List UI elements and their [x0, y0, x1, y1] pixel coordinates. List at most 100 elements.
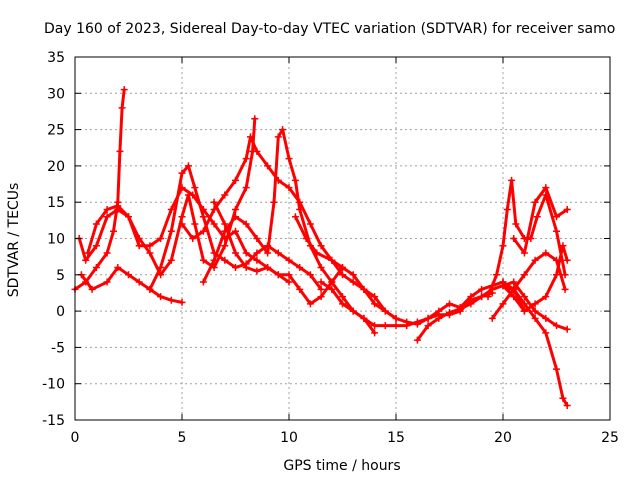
data-point-marker [563, 256, 571, 264]
data-point-marker [531, 300, 539, 308]
data-point-marker [553, 271, 560, 279]
data-point-marker [510, 235, 518, 242]
data-point-marker [103, 205, 111, 213]
data-point-marker [251, 115, 259, 123]
data-point-marker [563, 205, 571, 213]
data-point-marker [317, 264, 325, 272]
data-point-marker [146, 285, 154, 293]
data-point-marker [110, 227, 118, 235]
data-point-marker [381, 307, 389, 315]
data-point-marker [317, 293, 325, 301]
data-point-marker [296, 285, 304, 293]
series-trace-sat-g [201, 128, 377, 335]
data-point-marker [392, 314, 400, 322]
x-tick-label: 10 [280, 430, 298, 446]
data-point-marker [221, 242, 229, 250]
data-point-marker [542, 184, 550, 192]
series-trace-sat-m [490, 251, 567, 320]
data-point-marker [381, 322, 389, 330]
data-point-marker [135, 278, 143, 286]
data-point-marker [553, 227, 560, 235]
data-point-marker [561, 285, 569, 293]
data-point-marker [242, 264, 250, 272]
data-point-marker [189, 235, 197, 242]
data-point-marker [135, 242, 143, 250]
data-point-marker [520, 307, 528, 315]
data-point-marker [559, 242, 567, 250]
data-point-marker [542, 293, 550, 301]
data-point-marker [246, 133, 254, 141]
data-point-marker [189, 191, 197, 199]
data-point-marker [221, 256, 229, 264]
data-point-marker [339, 300, 346, 308]
data-point-marker [285, 278, 293, 286]
data-point-marker [306, 220, 314, 228]
data-point-marker [520, 249, 528, 257]
data-point-marker [120, 86, 128, 94]
y-tick-label: 5 [56, 268, 65, 284]
data-point-marker [520, 271, 528, 279]
data-point-marker [184, 162, 192, 170]
data-point-marker [264, 162, 272, 170]
data-point-marker [191, 220, 199, 228]
data-point-marker [339, 271, 346, 279]
data-point-marker [328, 285, 336, 293]
data-point-marker [493, 271, 501, 279]
data-point-marker [210, 220, 218, 228]
data-point-marker [199, 213, 207, 221]
y-axis-label: SDTVAR / TECUs [6, 183, 22, 298]
data-point-marker [317, 278, 325, 286]
y-tick-label: -10 [42, 377, 65, 393]
data-point-marker [118, 104, 126, 112]
data-point-marker [253, 256, 261, 264]
data-point-marker [510, 285, 518, 293]
data-point-marker [274, 133, 282, 141]
data-point-marker [553, 365, 560, 373]
data-point-marker [531, 198, 539, 206]
data-point-marker [413, 318, 421, 326]
data-point-marker [531, 307, 539, 315]
data-point-marker [317, 285, 325, 293]
data-point-marker [274, 271, 282, 279]
data-point-marker [542, 249, 550, 257]
data-point-marker [253, 267, 261, 275]
data-point-marker [531, 256, 539, 264]
data-point-marker [306, 271, 314, 279]
data-point-marker [125, 271, 132, 279]
data-point-marker [499, 242, 507, 250]
data-point-marker [232, 264, 239, 272]
data-point-marker [488, 314, 496, 322]
data-point-marker [467, 300, 475, 308]
data-point-marker [199, 278, 207, 286]
data-point-marker [242, 155, 250, 163]
series-trace-sat-k [415, 291, 494, 342]
data-point-marker [503, 205, 511, 213]
series-trace-sat-c [79, 266, 184, 304]
x-tick-label: 25 [601, 430, 619, 446]
data-point-marker [279, 126, 287, 134]
tick-layer: 0 5 10 15 20 25 -15 -10 -5 0 5 10 15 20 25 30 35 [42, 50, 619, 446]
y-tick-label: -15 [42, 413, 65, 429]
data-point-marker [114, 202, 122, 210]
data-point-marker [167, 205, 175, 213]
data-point-marker [84, 249, 92, 257]
data-point-marker [253, 235, 261, 242]
data-point-marker [146, 249, 154, 257]
data-point-marker [232, 249, 239, 257]
data-point-marker [232, 205, 239, 213]
data-point-marker [92, 264, 100, 272]
data-point-marker [542, 329, 550, 337]
data-point-marker [484, 293, 492, 301]
x-tick-label: 5 [178, 430, 187, 446]
data-point-marker [116, 147, 124, 155]
y-tick-label: 0 [56, 304, 65, 320]
data-point-marker [349, 307, 357, 315]
x-axis-label: GPS time / hours [283, 458, 400, 474]
data-point-marker [508, 176, 516, 184]
data-point-marker [232, 213, 239, 221]
data-point-marker [264, 264, 272, 272]
data-point-marker [274, 249, 282, 257]
series-trace-sat-l [486, 178, 567, 299]
